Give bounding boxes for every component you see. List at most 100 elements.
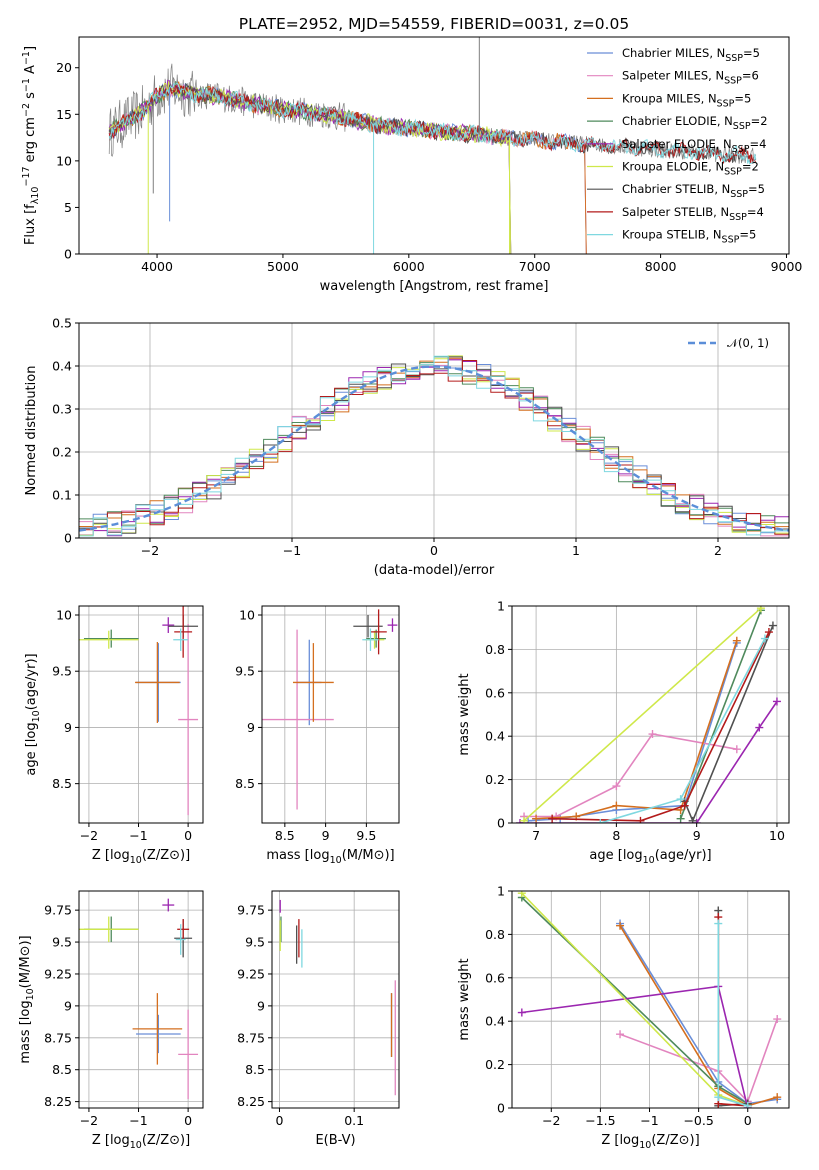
legend-label: 𝒩(0, 1) <box>727 336 769 350</box>
label-part: SSP <box>717 98 735 109</box>
label-part: =6 <box>742 69 759 83</box>
axis-label-y: mass weight <box>457 958 472 1040</box>
tick-label-x: 8 <box>612 828 620 843</box>
tick-label-y: 8.5 <box>52 1062 72 1077</box>
label-part: mass [ <box>18 1020 33 1063</box>
data-point-marker <box>756 606 765 613</box>
tick-label-x: 5000 <box>267 259 299 274</box>
axis-label-y: mass [log10(M/M⊙)] <box>18 935 36 1063</box>
data-point-marker <box>616 921 625 930</box>
axis-label-y: mass weight <box>457 673 472 755</box>
tick-label-x: 0 <box>184 828 192 843</box>
tick-label-y: 0 <box>64 247 72 262</box>
label-part: Kroupa STELIB, N <box>622 228 722 242</box>
label-part: =5 <box>743 46 760 60</box>
data-point-marker <box>612 801 621 810</box>
tick-label-y: 9.25 <box>44 966 72 981</box>
tick-label-x: 6000 <box>393 259 425 274</box>
label-part: 10 <box>31 710 42 722</box>
mass-weight-line <box>679 610 762 819</box>
tick-label-x: 4000 <box>141 259 173 274</box>
legend-label: Salpeter MILES, NSSP=6 <box>622 69 759 87</box>
tick-label-y: 9 <box>257 998 265 1013</box>
label-part: −1 <box>21 78 32 92</box>
tick-label-y: 8.5 <box>235 776 255 791</box>
tick-label-y: 0.8 <box>485 927 505 942</box>
tick-label-y: 1 <box>497 599 505 614</box>
mass_weight_vs_Z-frame: −2 −1.5 −1 −0.5 0 0 0.2 0.4 0.6 0.8 1 Z [log10(Z/Z⊙… <box>457 884 790 1151</box>
legend-label: Chabrier ELODIE, NSSP=2 <box>622 114 768 132</box>
axes-frame <box>511 605 790 824</box>
label-part: 10 <box>25 988 36 1000</box>
tick-label-y: 10 <box>56 607 72 622</box>
tick-label-y: 8.75 <box>44 1030 72 1045</box>
figure-title: PLATE=2952, MJD=54559, FIBERID=0031, z=0… <box>239 15 629 33</box>
label-part: (Z/Z⊙)] <box>651 1133 699 1148</box>
label-part: age [ <box>24 742 39 775</box>
legend-label: Kroupa MILES, NSSP=5 <box>622 91 751 109</box>
label-part: erg cm <box>23 117 38 166</box>
data-point-marker <box>773 1093 782 1102</box>
data-point-marker <box>760 634 769 643</box>
label-part: =4 <box>749 137 766 151</box>
label-part: 10 <box>130 1140 142 1151</box>
data-point-marker <box>732 745 741 754</box>
tick-label-y: 9.5 <box>245 935 265 950</box>
legend-label: Kroupa STELIB, NSSP=5 <box>622 228 756 246</box>
tick-label-y: 0.4 <box>485 729 505 744</box>
tick-label-x: −1 <box>283 543 301 558</box>
label-part: mass weight <box>457 958 472 1040</box>
label-part: −1 <box>21 51 32 65</box>
tick-label-y: 0.2 <box>485 772 505 787</box>
tick-label-y: 10 <box>56 153 72 168</box>
axis-label-x: Z [log10(Z/Z⊙)] <box>92 848 190 866</box>
tick-label-y: 9.75 <box>44 903 72 918</box>
label-part: Z [ <box>92 848 110 863</box>
tick-label-y: 0.4 <box>485 1014 505 1029</box>
axis-label-x: mass [log10(M/M⊙)] <box>266 848 394 866</box>
tick-label-y: 10 <box>239 607 255 622</box>
legend-label: Kroupa ELODIE, NSSP=2 <box>622 160 759 178</box>
tick-label-y: 9.5 <box>235 664 255 679</box>
label-part: 10 <box>330 855 342 866</box>
legend-label: Chabrier MILES, NSSP=5 <box>622 46 760 64</box>
tick-label-x: −2 <box>80 828 98 843</box>
label-part: (age/yr)] <box>655 848 712 863</box>
axes-frame <box>261 605 400 824</box>
tick-label-y: 8.5 <box>52 776 72 791</box>
label-part: 10 <box>643 855 655 866</box>
data-point-marker <box>517 1008 526 1017</box>
label-part: (M/M⊙)] <box>342 848 395 863</box>
data-point-marker <box>692 819 701 823</box>
axis-label-x: (data-model)/error <box>374 563 495 578</box>
label-part: Normed distribution <box>24 366 39 496</box>
data-point-marker <box>648 730 657 739</box>
residuals-legend: 𝒩(0, 1) <box>688 336 769 350</box>
model-spectrum-line <box>108 82 757 165</box>
tick-label-y: 0.5 <box>52 316 72 331</box>
axis-label-x: E(B-V) <box>315 1133 355 1148</box>
tick-label-y: 1 <box>497 884 505 899</box>
tick-label-x: 9 <box>693 828 701 843</box>
label-part: Chabrier STELIB, N <box>622 182 730 196</box>
label-part: (data-model)/error <box>374 563 495 578</box>
tick-label-y: 0.4 <box>52 359 72 374</box>
mass_weight_vs_age-plot-area <box>516 606 781 823</box>
label-part: log <box>310 848 330 863</box>
mass_vs_ebv-axes <box>272 891 399 1108</box>
mass-weight-line <box>619 925 778 1107</box>
tick-label-y: 5 <box>64 200 72 215</box>
axes-frame <box>78 890 204 1109</box>
data-point-marker <box>755 723 764 732</box>
label-part: mass weight <box>457 673 472 755</box>
data-point-marker <box>772 697 781 706</box>
tick-label-x: 9000 <box>771 259 803 274</box>
data-point-marker <box>743 1101 752 1108</box>
data-point-marker <box>616 1030 625 1039</box>
model-spectrum-line <box>108 81 512 254</box>
axis-label-y: age [log10(age/yr)] <box>24 653 42 775</box>
